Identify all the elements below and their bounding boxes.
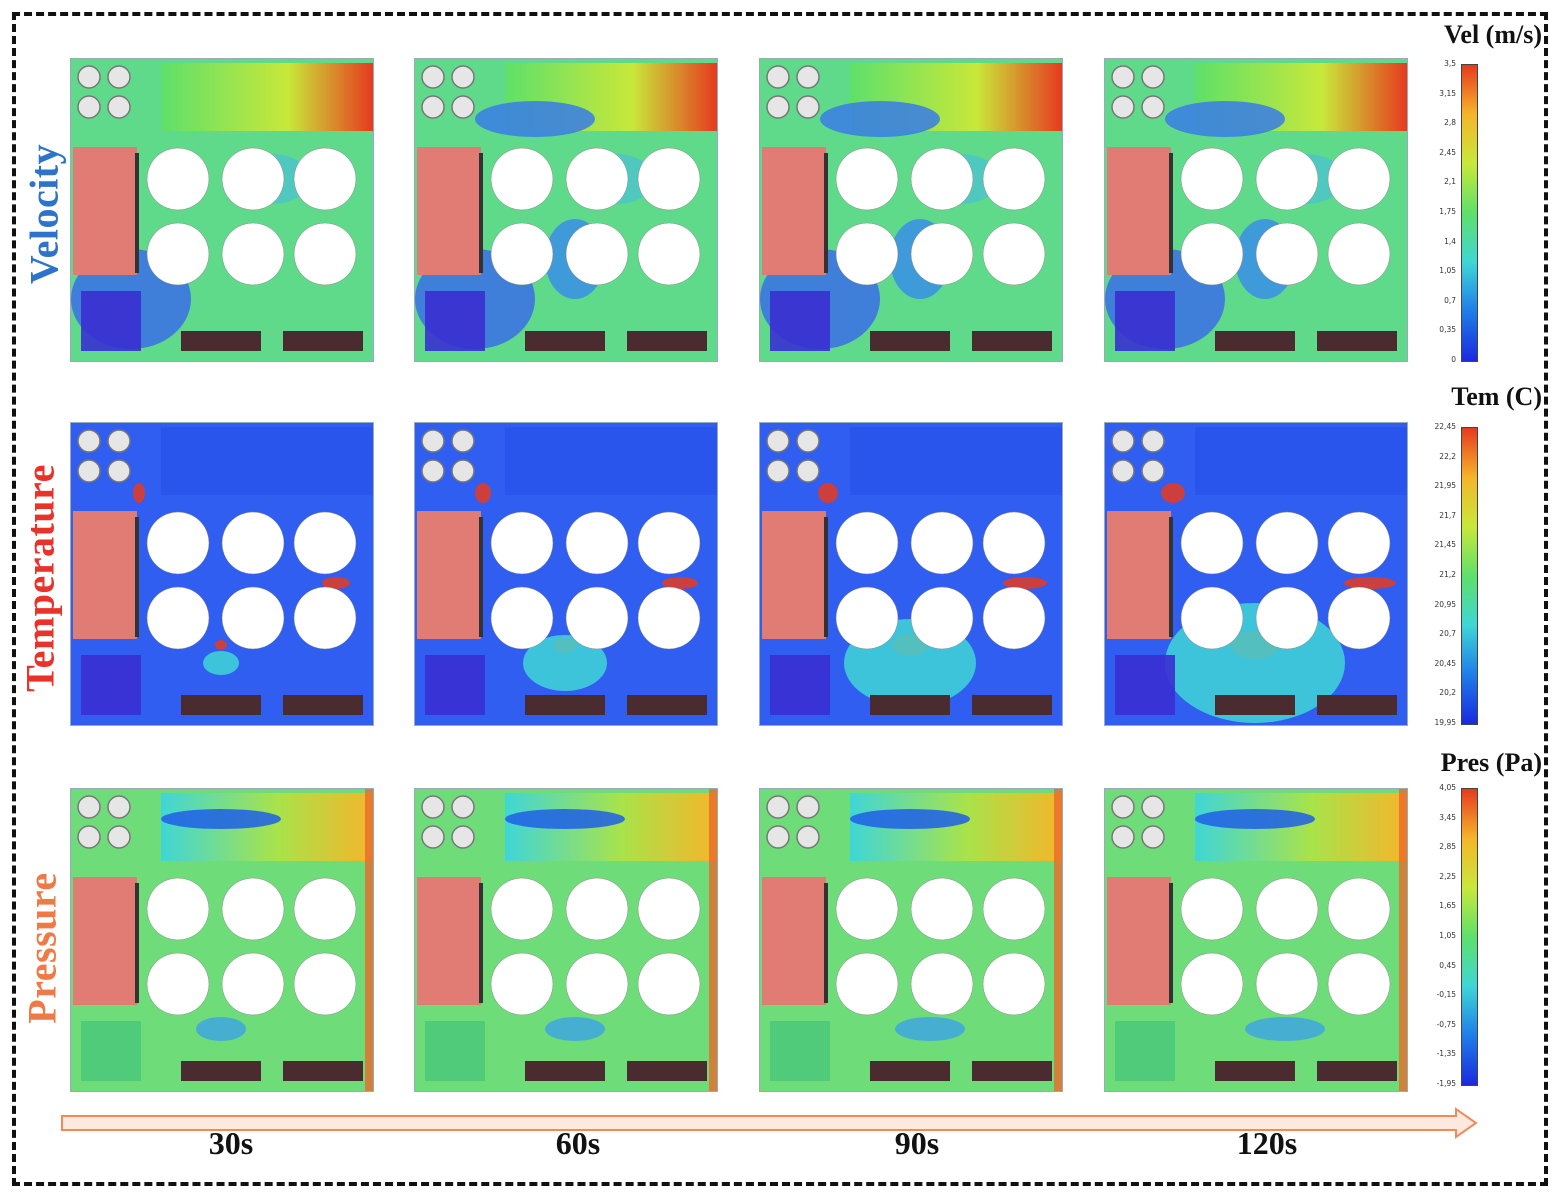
colorbar-tick: 21,95 xyxy=(1434,481,1456,491)
colorbar-tick: 2,85 xyxy=(1439,842,1456,852)
field-panel-velocity-30s xyxy=(70,58,374,362)
field-panel-temperature-90s xyxy=(759,422,1063,726)
colorbar-tick: -0,15 xyxy=(1436,990,1456,1000)
row-label-velocity: Velocity xyxy=(21,143,67,285)
time-arrow xyxy=(61,1107,1478,1139)
row-label-temperature: Temperature xyxy=(17,464,63,692)
colorbar-tick: 20,95 xyxy=(1434,599,1456,609)
colorbar-tick: 21,7 xyxy=(1439,510,1456,520)
field-panel-temperature-30s xyxy=(70,422,374,726)
colorbar-tick: 1,05 xyxy=(1439,266,1456,276)
field-panel-pressure-120s xyxy=(1104,788,1408,1092)
colorbar-tick: -0,75 xyxy=(1436,1019,1456,1029)
colorbar-tick: 22,45 xyxy=(1434,422,1456,431)
colorbar-tick: 21,2 xyxy=(1439,570,1456,579)
colorbar-tick: 3,45 xyxy=(1439,812,1456,822)
colorbar-tick: 21,45 xyxy=(1434,540,1456,550)
colorbar-pressure xyxy=(1461,788,1478,1086)
colorbar-tick: 0,7 xyxy=(1444,295,1456,305)
field-panel-pressure-60s xyxy=(414,788,718,1092)
time-label-120s: 120s xyxy=(1236,1125,1298,1161)
colorbar-tick: 22,2 xyxy=(1439,451,1456,461)
colorbar-tick: -1,35 xyxy=(1436,1049,1456,1059)
colorbar-tick: 20,2 xyxy=(1439,688,1456,698)
colorbar-tick: 1,65 xyxy=(1439,901,1456,911)
colorbar-title-velocity: Vel (m/s) xyxy=(1444,20,1542,49)
field-panel-temperature-60s xyxy=(414,422,718,726)
colorbar-tick: -1,95 xyxy=(1436,1079,1456,1088)
colorbar-tick: 1,4 xyxy=(1444,236,1456,246)
colorbar-title-temperature: Tem (C) xyxy=(1451,382,1542,411)
figure-frame xyxy=(12,12,1548,1186)
field-panel-temperature-120s xyxy=(1104,422,1408,726)
colorbar-temperature xyxy=(1461,427,1478,725)
colorbar-title-pressure: Pres (Pa) xyxy=(1440,748,1542,777)
colorbar-tick: 3,5 xyxy=(1444,59,1456,68)
colorbar-tick: 20,7 xyxy=(1439,629,1456,639)
colorbar-tick: 2,25 xyxy=(1439,871,1456,881)
colorbar-velocity xyxy=(1461,64,1478,362)
field-panel-pressure-90s xyxy=(759,788,1063,1092)
colorbar-tick: 2,45 xyxy=(1439,147,1456,157)
colorbar-tick: 0,35 xyxy=(1439,325,1456,335)
field-panel-velocity-120s xyxy=(1104,58,1408,362)
colorbar-tick: 1,75 xyxy=(1439,207,1456,216)
time-label-30s: 30s xyxy=(208,1125,254,1161)
colorbar-tick: 2,8 xyxy=(1444,118,1456,128)
colorbar-tick: 20,45 xyxy=(1434,658,1456,668)
field-panel-velocity-90s xyxy=(759,58,1063,362)
colorbar-tick: 1,05 xyxy=(1439,931,1456,940)
field-panel-velocity-60s xyxy=(414,58,718,362)
row-label-pressure: Pressure xyxy=(19,872,65,1024)
time-label-90s: 90s xyxy=(894,1125,940,1161)
colorbar-tick: 0 xyxy=(1451,355,1456,364)
colorbar-tick: 19,95 xyxy=(1434,718,1456,727)
colorbar-tick: 3,15 xyxy=(1439,88,1456,98)
colorbar-tick: 0,45 xyxy=(1439,960,1456,970)
colorbar-tick: 2,1 xyxy=(1444,177,1456,187)
time-label-60s: 60s xyxy=(555,1125,601,1161)
field-panel-pressure-30s xyxy=(70,788,374,1092)
colorbar-tick: 4,05 xyxy=(1439,783,1456,792)
